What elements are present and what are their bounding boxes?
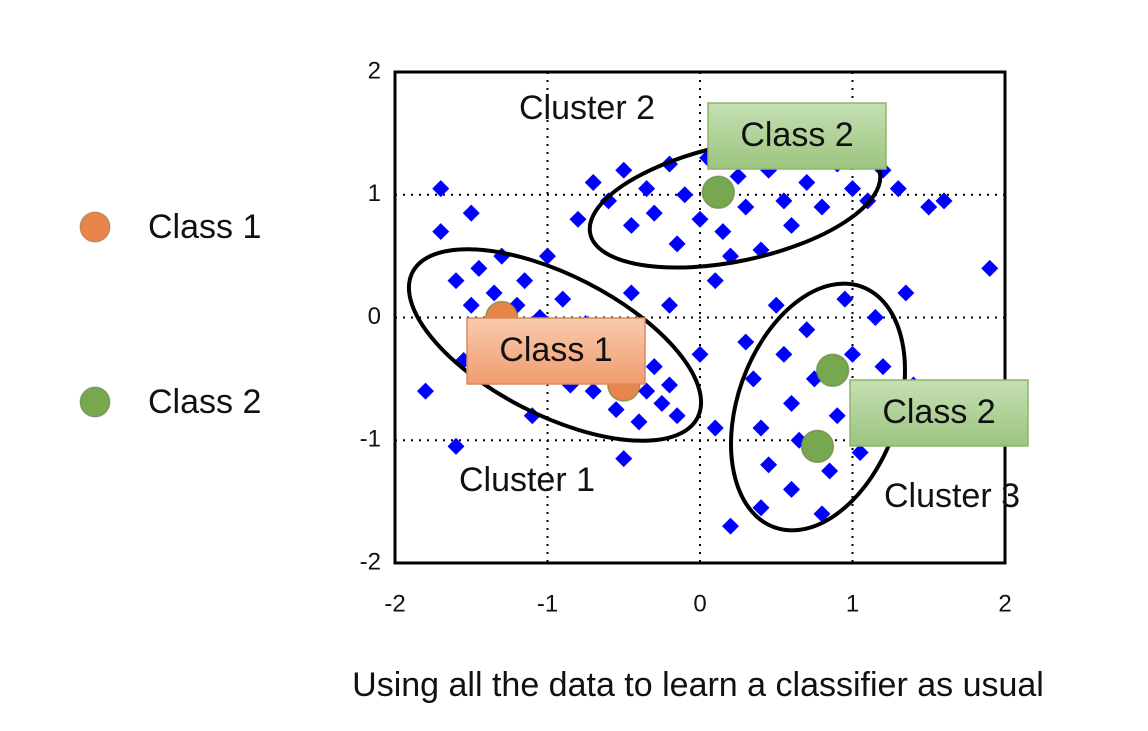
data-point (752, 419, 770, 437)
legend-marker (79, 211, 111, 243)
data-point (874, 358, 892, 376)
data-point (569, 210, 587, 228)
class-point (815, 353, 850, 388)
data-point (744, 370, 762, 388)
data-point (897, 284, 915, 302)
data-point (539, 247, 556, 265)
class-point (800, 429, 835, 464)
data-point (638, 382, 656, 400)
data-point (554, 290, 572, 308)
legend: Class 1 Class 2 (79, 208, 261, 421)
data-point (615, 450, 633, 468)
data-point (798, 321, 816, 339)
data-point (447, 272, 465, 290)
data-point (851, 444, 869, 462)
data-point (752, 499, 770, 517)
cluster-1-outline (406, 247, 704, 443)
data-point (485, 284, 503, 302)
data-point (622, 284, 640, 302)
data-point (615, 161, 633, 179)
data-point (821, 462, 839, 480)
caption: Using all the data to learn a classifier… (352, 666, 1044, 704)
annotation-label: Class 2 (882, 393, 995, 431)
data-point (516, 272, 534, 290)
y-tick-label: 1 (368, 180, 381, 207)
y-tick-label: 0 (368, 303, 381, 330)
x-tick-label: 1 (846, 590, 859, 617)
data-point (584, 173, 602, 191)
annotation-box (466, 317, 646, 385)
legend-label: Class 1 (148, 208, 261, 246)
data-point (691, 345, 709, 363)
data-point (798, 173, 816, 191)
data-point (462, 296, 480, 314)
x-tick-label: 0 (693, 590, 706, 617)
data-point (783, 480, 800, 498)
data-point (737, 198, 755, 216)
data-point (775, 345, 793, 363)
data-point (920, 198, 938, 216)
data-point (981, 259, 999, 277)
data-point (668, 235, 686, 253)
data-point (432, 223, 450, 241)
data-point (935, 192, 953, 210)
y-tick-label: -2 (360, 548, 381, 575)
data-point (470, 259, 488, 277)
x-tick-label: -1 (537, 590, 558, 617)
data-point (767, 296, 785, 314)
data-point (676, 186, 694, 204)
annotation-box (849, 379, 1029, 447)
data-point (630, 413, 648, 431)
data-point (836, 290, 854, 308)
data-point (760, 456, 778, 474)
y-tick-label: -1 (360, 426, 381, 453)
data-point (432, 180, 450, 198)
data-point (447, 437, 465, 455)
x-tick-label: 2 (998, 590, 1011, 617)
cluster-label: Cluster 1 (459, 461, 595, 499)
data-point (691, 210, 709, 228)
legend-marker (79, 386, 111, 418)
data-point (714, 223, 732, 241)
data-point (668, 407, 686, 425)
data-point (866, 309, 884, 326)
data-point (737, 333, 755, 351)
data-point (706, 419, 724, 437)
data-point (889, 180, 907, 198)
cluster-label: Cluster 3 (884, 477, 1020, 515)
data-point (729, 167, 747, 185)
data-point (661, 296, 678, 314)
data-point (638, 180, 656, 198)
data-point (645, 358, 663, 376)
data-point (462, 204, 480, 222)
annotation-box (707, 102, 887, 170)
data-point (775, 192, 793, 210)
y-tick-label: 2 (368, 57, 381, 84)
cluster-label: Cluster 2 (519, 89, 655, 127)
tick-labels: -2 -1 0 1 2 -2 -1 0 1 2 (360, 57, 1012, 617)
data-point (844, 180, 861, 198)
data-point (607, 401, 625, 419)
data-point (661, 376, 678, 394)
data-point (828, 407, 846, 425)
annotation-label: Class 1 (499, 331, 612, 369)
plot-frame (393, 70, 1007, 565)
data-point (417, 382, 434, 400)
class-point (701, 175, 736, 210)
legend-label: Class 2 (148, 383, 261, 421)
data-point (722, 517, 739, 535)
data-point (653, 394, 671, 412)
x-tick-label: -2 (384, 590, 405, 617)
data-point (844, 345, 861, 363)
annotation-label: Class 2 (740, 116, 853, 154)
data-point (783, 216, 800, 234)
data-point (622, 216, 640, 234)
data-point (645, 204, 663, 222)
data-point (600, 192, 617, 210)
data-point (706, 272, 724, 290)
data-point (813, 198, 831, 216)
data-point (584, 382, 602, 400)
data-point (783, 394, 800, 412)
